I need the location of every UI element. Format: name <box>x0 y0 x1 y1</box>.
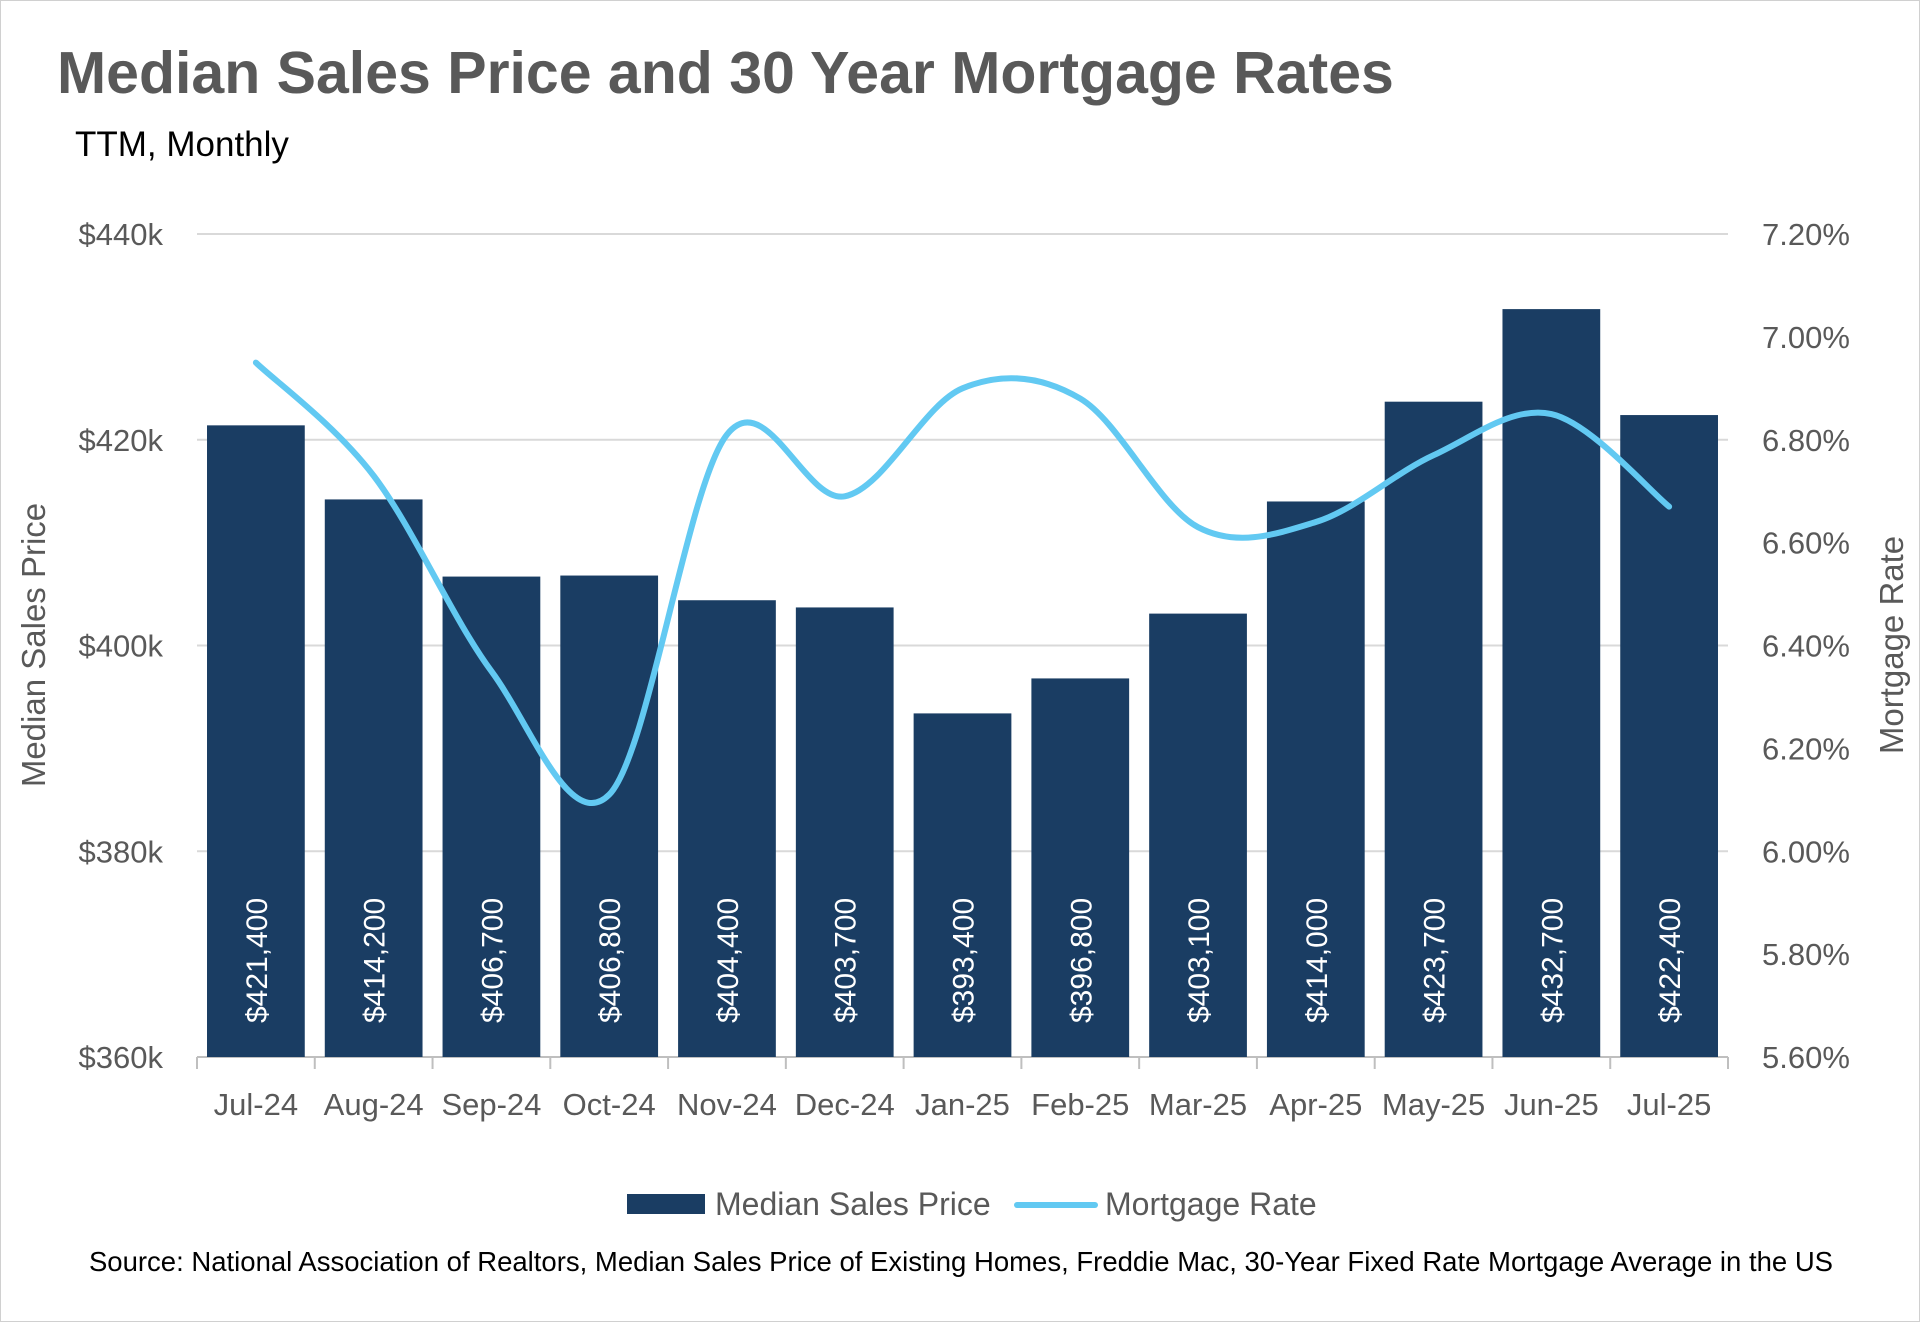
y-left-axis-title: Median Sales Price <box>15 503 52 787</box>
mortgage-rate-line <box>252 359 1673 806</box>
bar-median-sales-price <box>913 713 1012 1057</box>
bar-median-sales-price <box>1384 401 1483 1057</box>
y-left-tick-label: $360k <box>79 1040 164 1075</box>
legend-bar-swatch <box>627 1194 705 1214</box>
bar-data-label: $406,700 <box>476 898 509 1023</box>
y-right-tick-label: 6.20% <box>1762 731 1850 766</box>
bar-median-sales-price <box>560 575 659 1057</box>
y-right-tick-label: 5.60% <box>1762 1040 1850 1075</box>
x-tick-label: Jun-25 <box>1504 1087 1599 1122</box>
bar-data-label: $404,400 <box>712 898 745 1023</box>
y-right-tick-label: 7.00% <box>1762 320 1850 355</box>
bar-median-sales-price <box>442 576 541 1057</box>
bar-median-sales-price <box>1031 678 1130 1057</box>
x-tick-label: Jan-25 <box>915 1087 1010 1122</box>
bar-data-label: $421,400 <box>241 898 274 1023</box>
bar-median-sales-price <box>1620 415 1718 1057</box>
bar-data-label: $403,700 <box>830 898 863 1023</box>
bars <box>207 309 1718 1058</box>
legend-line-label: Mortgage Rate <box>1105 1186 1317 1222</box>
bar-data-label: $414,200 <box>359 898 392 1023</box>
source-note: Source: National Association of Realtors… <box>89 1246 1833 1277</box>
bar-median-sales-price <box>1149 613 1247 1057</box>
bar-data-label: $406,800 <box>594 898 627 1023</box>
y-left-tick-label: $400k <box>79 629 164 664</box>
bar-data-labels: $421,400 $414,200 $406,700 $406,800 $404,400… <box>241 898 1687 1023</box>
x-tick-label: Jul-24 <box>214 1087 298 1122</box>
bar-data-label: $414,000 <box>1301 898 1334 1023</box>
bar-median-sales-price <box>795 607 894 1057</box>
x-tick-label: Dec-24 <box>795 1087 895 1122</box>
bar-data-label: $393,400 <box>948 898 981 1023</box>
x-tick-label: Nov-24 <box>677 1087 777 1122</box>
bar-median-sales-price <box>207 425 305 1057</box>
bar-data-label: $432,700 <box>1536 898 1569 1023</box>
legend-bar-label: Median Sales Price <box>715 1186 991 1222</box>
y-left-tick-label: $440k <box>79 217 164 252</box>
bar-data-label: $396,800 <box>1065 898 1098 1023</box>
x-tick-label: May-25 <box>1382 1087 1485 1122</box>
y-right-tick-label: 6.60% <box>1762 526 1850 561</box>
bar-data-label: $423,700 <box>1419 898 1452 1023</box>
legend: Median Sales Price Mortgage Rate <box>627 1186 1317 1222</box>
y-right-tick-label: 5.80% <box>1762 937 1850 972</box>
x-tick-label: Sep-24 <box>441 1087 541 1122</box>
bar-median-sales-price <box>324 499 423 1058</box>
y-right-tick-label: 6.80% <box>1762 423 1850 458</box>
x-tick-label: Aug-24 <box>324 1087 424 1122</box>
bar-median-sales-price <box>678 600 776 1057</box>
bar-data-label: $403,100 <box>1183 898 1216 1023</box>
bar-median-sales-price <box>1266 501 1365 1058</box>
x-tick-label: Jul-25 <box>1627 1087 1711 1122</box>
chart-subtitle: TTM, Monthly <box>75 125 289 164</box>
x-tick-label: Apr-25 <box>1269 1087 1362 1122</box>
y-left-tick-label: $380k <box>79 834 164 869</box>
x-axis: Jul-24 Aug-24 Sep-24 Oct-24 Nov-24 Dec-24 Jan-… <box>196 1057 1729 1122</box>
x-tick-label: Mar-25 <box>1149 1087 1247 1122</box>
y-right-tick-label: 6.00% <box>1762 834 1850 869</box>
y-right-axis-title: Mortgage Rate <box>1873 536 1910 754</box>
y-right-tick-label: 7.20% <box>1762 217 1850 252</box>
chart-title: Median Sales Price and 30 Year Mortgage … <box>57 40 1394 106</box>
y-right-tick-label: 6.40% <box>1762 629 1850 664</box>
y-left-tick-label: $420k <box>79 423 164 458</box>
right-axis-ticks: 5.60% 5.80% 6.00% 6.20% 6.40% 6.60% 6.80% 7.00%… <box>1762 217 1850 1075</box>
left-axis-ticks: $360k $380k $400k $420k $440k <box>79 217 164 1075</box>
bar-data-label: $422,400 <box>1654 898 1687 1023</box>
x-tick-label: Oct-24 <box>563 1087 656 1122</box>
x-tick-label: Feb-25 <box>1031 1087 1129 1122</box>
